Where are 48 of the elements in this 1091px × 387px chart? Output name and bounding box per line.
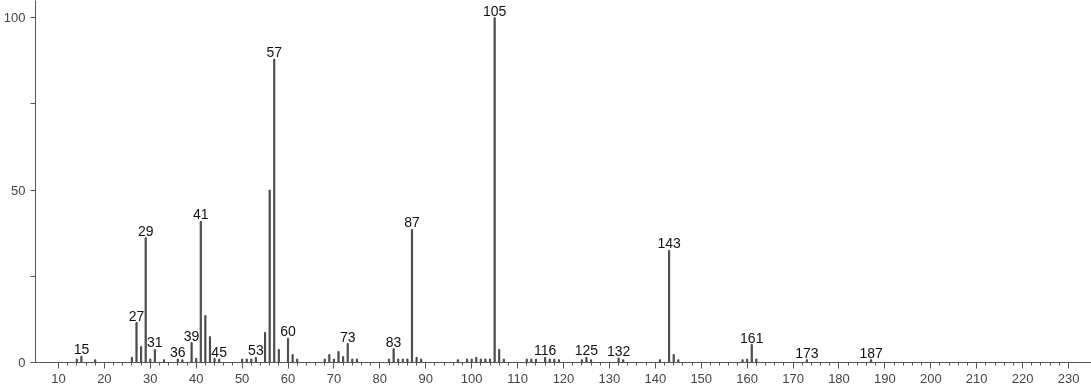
x-tick-label: 70 — [326, 370, 342, 386]
annotation: 173 — [795, 344, 819, 361]
x-tick-label: 40 — [188, 370, 204, 386]
x-tick-label: 10 — [51, 370, 66, 386]
annotation: 73 — [339, 328, 356, 345]
annotation: 143 — [657, 235, 681, 252]
x-tick-label: 90 — [418, 370, 433, 386]
y-tick-label: 100 — [3, 10, 26, 26]
annotation: 29 — [137, 222, 154, 239]
annotation: 53 — [248, 342, 264, 359]
x-tick-label: 140 — [644, 370, 667, 386]
annotation: 27 — [128, 307, 145, 324]
x-tick-label: 170 — [782, 370, 804, 386]
annotation: 45 — [211, 344, 228, 361]
x-tick-label: 30 — [143, 370, 158, 386]
annotation: 83 — [385, 333, 402, 350]
annotation: 60 — [280, 323, 297, 340]
annotation: 132 — [606, 343, 631, 360]
x-tick-label: 120 — [552, 370, 575, 386]
x-tick-label: 50 — [234, 370, 250, 386]
annotation: 87 — [404, 214, 420, 231]
annotation: 31 — [147, 334, 163, 351]
annotation: 41 — [193, 206, 209, 223]
x-tick-label: 150 — [690, 370, 713, 386]
x-tick-label: 230 — [1057, 370, 1080, 386]
y-tick-label: 50 — [11, 182, 26, 198]
annotation: 105 — [482, 2, 507, 19]
annotation: 36 — [170, 344, 186, 361]
annotation: 39 — [183, 327, 200, 344]
x-tick-label: 220 — [1011, 370, 1034, 386]
annotation: 57 — [266, 44, 283, 61]
x-tick-label: 190 — [874, 370, 896, 386]
x-tick-label: 100 — [460, 370, 483, 386]
x-tick-label: 80 — [372, 370, 388, 386]
annotation: 187 — [859, 344, 884, 361]
x-tick-label: 130 — [598, 370, 621, 386]
annotation: 15 — [73, 341, 90, 358]
x-tick-label: 60 — [280, 370, 296, 386]
y-tick-label: 0 — [18, 355, 26, 370]
x-tick-label: 210 — [965, 370, 988, 386]
x-tick-label: 180 — [828, 370, 850, 386]
annotation: 161 — [740, 329, 764, 346]
annotation: 116 — [533, 342, 557, 359]
x-tick-label: 110 — [507, 370, 528, 386]
annotation: 125 — [574, 342, 599, 359]
x-tick-label: 20 — [97, 370, 112, 386]
x-tick-label: 160 — [736, 370, 759, 386]
x-tick-label: 200 — [919, 370, 942, 386]
